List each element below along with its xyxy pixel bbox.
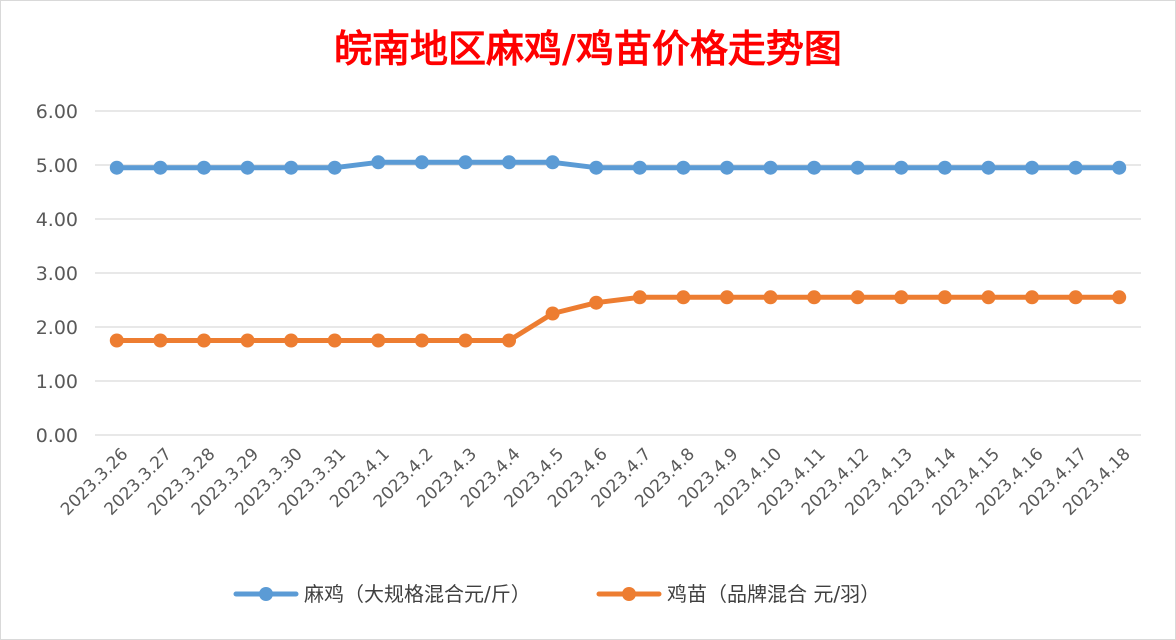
data-point bbox=[1068, 290, 1083, 305]
data-point bbox=[850, 160, 865, 175]
y-tick-label: 0.00 bbox=[36, 425, 78, 447]
y-tick-label: 2.00 bbox=[36, 317, 78, 339]
data-point bbox=[632, 160, 647, 175]
data-point bbox=[414, 155, 429, 170]
data-point bbox=[676, 290, 691, 305]
data-point bbox=[458, 155, 473, 170]
data-point bbox=[763, 160, 778, 175]
data-point bbox=[632, 290, 647, 305]
data-point bbox=[763, 290, 778, 305]
data-point bbox=[589, 160, 604, 175]
data-point bbox=[545, 306, 560, 321]
data-point bbox=[240, 160, 255, 175]
data-point bbox=[502, 155, 517, 170]
y-tick-label: 4.00 bbox=[36, 209, 78, 231]
data-point bbox=[284, 333, 299, 348]
data-point bbox=[327, 160, 342, 175]
data-point bbox=[240, 333, 255, 348]
data-point bbox=[153, 333, 168, 348]
legend-label: 鸡苗（品牌混合 元/羽） bbox=[667, 582, 880, 606]
data-point bbox=[589, 295, 604, 310]
data-point bbox=[894, 290, 909, 305]
data-point bbox=[371, 155, 386, 170]
data-point bbox=[981, 160, 996, 175]
data-point bbox=[153, 160, 168, 175]
data-point bbox=[1025, 160, 1040, 175]
data-point bbox=[676, 160, 691, 175]
data-point bbox=[196, 160, 211, 175]
data-point bbox=[284, 160, 299, 175]
data-point bbox=[196, 333, 211, 348]
data-point bbox=[109, 333, 124, 348]
data-point bbox=[327, 333, 342, 348]
data-point bbox=[937, 290, 952, 305]
data-point bbox=[1025, 290, 1040, 305]
legend-label: 麻鸡（大规格混合元/斤） bbox=[304, 582, 531, 606]
data-point bbox=[719, 160, 734, 175]
data-point bbox=[981, 290, 996, 305]
y-tick-label: 1.00 bbox=[36, 371, 78, 393]
data-point bbox=[807, 290, 822, 305]
legend-marker bbox=[622, 587, 636, 601]
y-tick-label: 5.00 bbox=[36, 155, 78, 177]
y-tick-label: 3.00 bbox=[36, 263, 78, 285]
data-point bbox=[1068, 160, 1083, 175]
data-point bbox=[1112, 290, 1127, 305]
data-point bbox=[807, 160, 822, 175]
chart-title: 皖南地区麻鸡/鸡苗价格走势图 bbox=[334, 26, 842, 71]
data-point bbox=[850, 290, 865, 305]
legend-marker bbox=[259, 587, 273, 601]
data-point bbox=[937, 160, 952, 175]
data-point bbox=[414, 333, 429, 348]
data-point bbox=[719, 290, 734, 305]
data-point bbox=[894, 160, 909, 175]
data-point bbox=[458, 333, 473, 348]
series-line-1 bbox=[114, 159, 1122, 171]
data-point bbox=[1112, 160, 1127, 175]
data-point bbox=[109, 160, 124, 175]
series-line-2 bbox=[114, 294, 1122, 343]
data-point bbox=[502, 333, 517, 348]
y-tick-label: 6.00 bbox=[36, 101, 78, 123]
data-point bbox=[371, 333, 386, 348]
data-point bbox=[545, 155, 560, 170]
